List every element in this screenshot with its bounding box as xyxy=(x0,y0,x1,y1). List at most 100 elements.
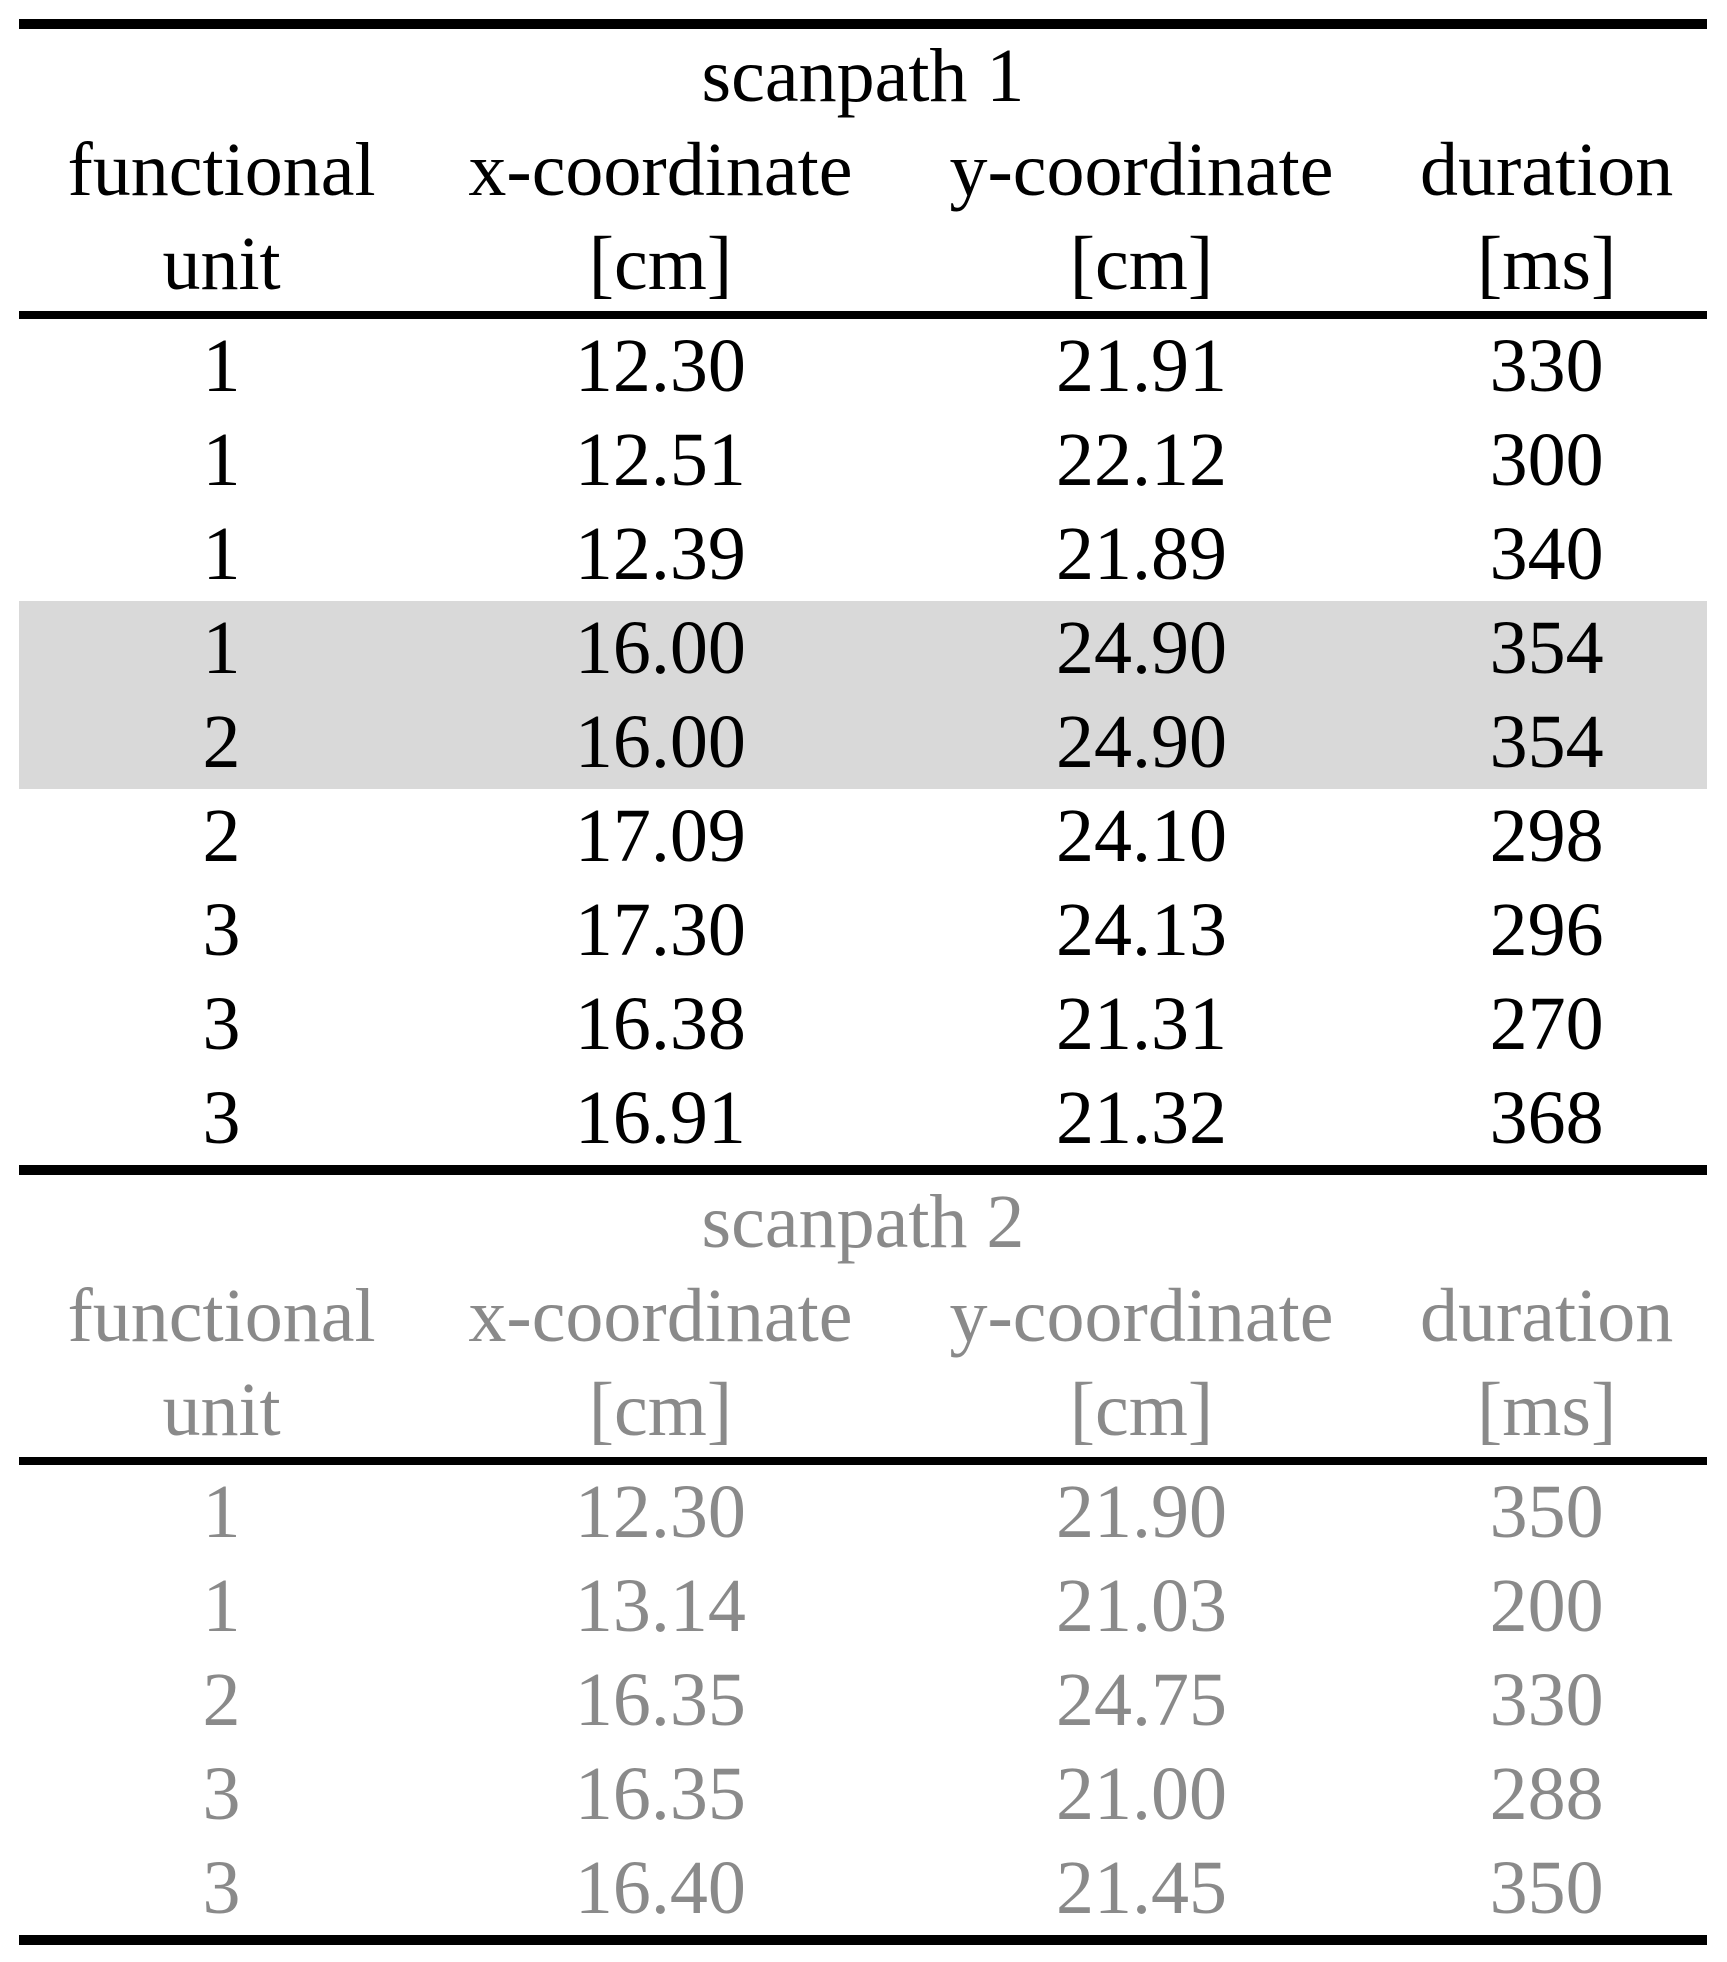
cell-x-coordinate: 16.35 xyxy=(574,1752,746,1836)
cell-duration: 330 xyxy=(1489,1658,1604,1742)
table-row: 1 12.51 22.12 300 xyxy=(19,413,1707,507)
section2-header-row-1: functional x-coordinate y-coordinate dur… xyxy=(19,1269,1707,1363)
cell-x-coordinate: 16.38 xyxy=(574,982,746,1066)
cell-functional-unit: 2 xyxy=(202,700,241,784)
table-row: 3 16.40 21.45 350 xyxy=(19,1841,1707,1935)
cell-functional-unit: 3 xyxy=(202,888,241,972)
table-row: 2 16.35 24.75 330 xyxy=(19,1653,1707,1747)
table-row: 1 12.30 21.90 350 xyxy=(19,1465,1707,1559)
cell-functional-unit: 1 xyxy=(202,324,241,408)
cell-y-coordinate: 21.45 xyxy=(1055,1846,1227,1930)
cell-duration: 298 xyxy=(1489,794,1604,878)
cell-x-coordinate: 12.30 xyxy=(574,1470,746,1554)
header-y-coordinate: y-coordinate xyxy=(949,1274,1334,1358)
rule-section2-header xyxy=(19,1457,1707,1465)
section1-title: scanpath 1 xyxy=(701,34,1025,118)
table-row: 1 12.39 21.89 340 xyxy=(19,507,1707,601)
cell-functional-unit: 1 xyxy=(202,606,241,690)
cell-functional-unit: 3 xyxy=(202,982,241,1066)
cell-y-coordinate: 21.03 xyxy=(1055,1564,1227,1648)
header-duration: duration xyxy=(1419,128,1674,212)
cell-y-coordinate: 24.90 xyxy=(1055,606,1227,690)
cell-duration: 330 xyxy=(1489,324,1604,408)
cell-y-coordinate: 24.75 xyxy=(1055,1658,1227,1742)
table-row: 2 17.09 24.10 298 xyxy=(19,789,1707,883)
rule-section1-header xyxy=(19,311,1707,319)
cell-x-coordinate: 12.39 xyxy=(574,512,746,596)
header-unit: unit xyxy=(162,1368,281,1452)
cell-y-coordinate: 21.00 xyxy=(1055,1752,1227,1836)
cell-functional-unit: 1 xyxy=(202,512,241,596)
table-row: 1 13.14 21.03 200 xyxy=(19,1559,1707,1653)
cell-duration: 288 xyxy=(1489,1752,1604,1836)
table-row: 3 16.38 21.31 270 xyxy=(19,977,1707,1071)
header-duration-unit: [ms] xyxy=(1476,222,1617,306)
cell-x-coordinate: 16.40 xyxy=(574,1846,746,1930)
rule-top xyxy=(19,19,1707,29)
cell-functional-unit: 3 xyxy=(202,1846,241,1930)
header-functional: functional xyxy=(67,1274,376,1358)
table-row: 3 16.35 21.00 288 xyxy=(19,1747,1707,1841)
section2: scanpath 2 functional x-coordinate y-coo… xyxy=(19,1175,1707,1935)
header-x-coordinate: x-coordinate xyxy=(468,1274,853,1358)
cell-y-coordinate: 24.90 xyxy=(1055,700,1227,784)
header-functional: functional xyxy=(67,128,376,212)
table-row: 1 12.30 21.91 330 xyxy=(19,319,1707,413)
section1-header-row-2: unit [cm] [cm] [ms] xyxy=(19,217,1707,311)
cell-functional-unit: 3 xyxy=(202,1076,241,1160)
cell-y-coordinate: 21.32 xyxy=(1055,1076,1227,1160)
table-row: 3 17.30 24.13 296 xyxy=(19,883,1707,977)
cell-functional-unit: 1 xyxy=(202,1564,241,1648)
section2-title-row: scanpath 2 xyxy=(19,1175,1707,1269)
cell-duration: 368 xyxy=(1489,1076,1604,1160)
cell-duration: 340 xyxy=(1489,512,1604,596)
cell-x-coordinate: 13.14 xyxy=(574,1564,746,1648)
cell-y-coordinate: 24.10 xyxy=(1055,794,1227,878)
cell-duration: 354 xyxy=(1489,700,1604,784)
header-x-unit: [cm] xyxy=(588,1368,733,1452)
header-unit: unit xyxy=(162,222,281,306)
cell-y-coordinate: 22.12 xyxy=(1055,418,1227,502)
cell-y-coordinate: 21.31 xyxy=(1055,982,1227,1066)
rule-middle xyxy=(19,1165,1707,1175)
cell-duration: 296 xyxy=(1489,888,1604,972)
cell-functional-unit: 2 xyxy=(202,794,241,878)
cell-functional-unit: 1 xyxy=(202,1470,241,1554)
section2-title: scanpath 2 xyxy=(701,1180,1025,1264)
header-y-unit: [cm] xyxy=(1069,1368,1214,1452)
section1-title-row: scanpath 1 xyxy=(19,29,1707,123)
header-y-unit: [cm] xyxy=(1069,222,1214,306)
table-row-highlighted: 1 16.00 24.90 354 xyxy=(19,601,1707,695)
table-row-highlighted: 2 16.00 24.90 354 xyxy=(19,695,1707,789)
header-x-unit: [cm] xyxy=(588,222,733,306)
rule-bottom xyxy=(19,1935,1707,1945)
cell-y-coordinate: 21.89 xyxy=(1055,512,1227,596)
cell-x-coordinate: 12.30 xyxy=(574,324,746,408)
table-row: 3 16.91 21.32 368 xyxy=(19,1071,1707,1165)
section1-header-row-1: functional x-coordinate y-coordinate dur… xyxy=(19,123,1707,217)
cell-y-coordinate: 24.13 xyxy=(1055,888,1227,972)
cell-functional-unit: 2 xyxy=(202,1658,241,1742)
header-duration-unit: [ms] xyxy=(1476,1368,1617,1452)
header-duration: duration xyxy=(1419,1274,1674,1358)
cell-x-coordinate: 16.91 xyxy=(574,1076,746,1160)
cell-duration: 270 xyxy=(1489,982,1604,1066)
cell-x-coordinate: 16.00 xyxy=(574,700,746,784)
cell-x-coordinate: 16.35 xyxy=(574,1658,746,1742)
cell-y-coordinate: 21.90 xyxy=(1055,1470,1227,1554)
cell-x-coordinate: 16.00 xyxy=(574,606,746,690)
cell-x-coordinate: 17.09 xyxy=(574,794,746,878)
cell-x-coordinate: 17.30 xyxy=(574,888,746,972)
header-y-coordinate: y-coordinate xyxy=(949,128,1334,212)
scanpath-table: scanpath 1 functional x-coordinate y-coo… xyxy=(19,19,1707,1945)
cell-duration: 350 xyxy=(1489,1846,1604,1930)
cell-x-coordinate: 12.51 xyxy=(574,418,746,502)
cell-duration: 200 xyxy=(1489,1564,1604,1648)
cell-duration: 300 xyxy=(1489,418,1604,502)
cell-duration: 350 xyxy=(1489,1470,1604,1554)
section2-header-row-2: unit [cm] [cm] [ms] xyxy=(19,1363,1707,1457)
cell-functional-unit: 1 xyxy=(202,418,241,502)
header-x-coordinate: x-coordinate xyxy=(468,128,853,212)
cell-y-coordinate: 21.91 xyxy=(1055,324,1227,408)
cell-functional-unit: 3 xyxy=(202,1752,241,1836)
